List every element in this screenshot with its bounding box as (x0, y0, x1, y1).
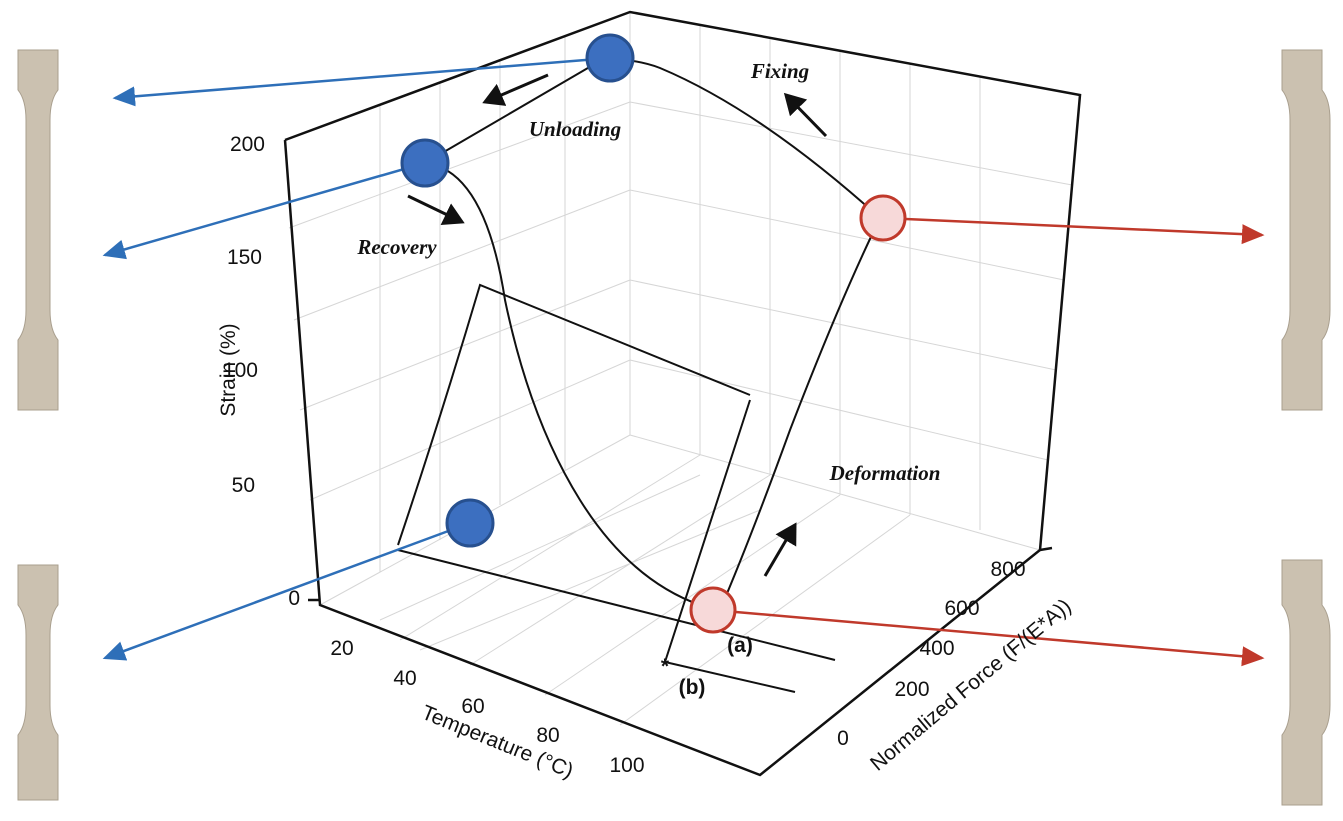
annotation: Recovery (356, 235, 437, 259)
tick-label: 100 (223, 359, 258, 382)
tick-label: 20 (330, 637, 353, 660)
tick-label: 800 (990, 558, 1025, 581)
annotation: Unloading (529, 117, 621, 141)
axes-box (285, 12, 1080, 775)
annotation: Fixing (750, 59, 809, 83)
tick-label: 200 (894, 678, 929, 701)
tick-label: 400 (919, 637, 954, 660)
specimens (18, 50, 1330, 805)
tick-label: 0 (288, 587, 300, 610)
tick-label: 40 (393, 667, 416, 690)
annotation: (a) (727, 634, 753, 657)
tick-label: 150 (227, 246, 262, 269)
tick-label: 200 (230, 133, 265, 156)
figure: Fixing Unloading Recovery Deformation (a… (0, 0, 1343, 821)
pointer-arrows (105, 58, 1262, 658)
tick-label: 0 (837, 727, 849, 750)
tick-label: 600 (944, 597, 979, 620)
tick-label: 50 (232, 474, 255, 497)
tick-label: 60 (461, 695, 484, 718)
tick-label: 100 (609, 754, 644, 777)
annotation: * (661, 655, 670, 678)
annotation: Deformation (829, 461, 941, 485)
annotation: (b) (679, 676, 706, 699)
tick-label: 80 (536, 724, 559, 747)
